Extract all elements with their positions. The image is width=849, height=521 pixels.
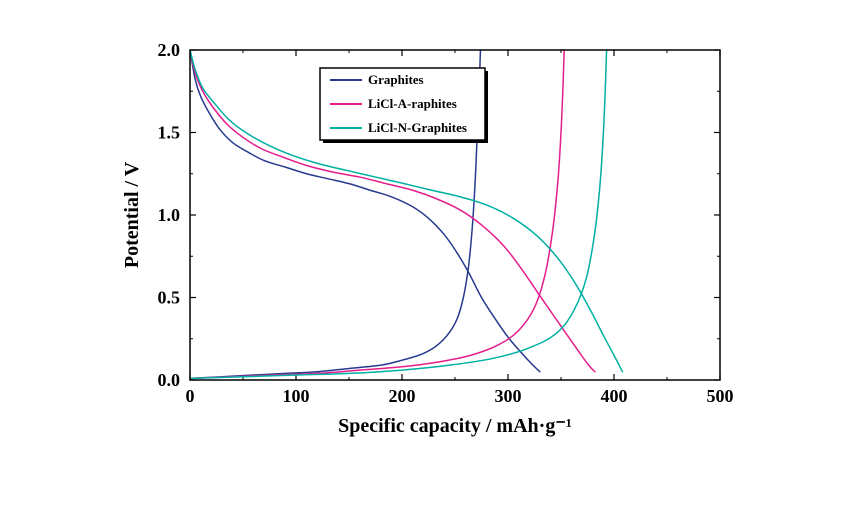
svg-text:LiCl-A-raphites: LiCl-A-raphites bbox=[368, 96, 457, 111]
svg-text:1.5: 1.5 bbox=[158, 123, 181, 143]
svg-text:Potential / V: Potential / V bbox=[121, 161, 143, 268]
svg-text:0.0: 0.0 bbox=[158, 370, 181, 390]
svg-text:1.0: 1.0 bbox=[158, 205, 181, 225]
svg-text:Graphites: Graphites bbox=[368, 72, 424, 87]
svg-text:300: 300 bbox=[495, 386, 522, 406]
svg-text:0.5: 0.5 bbox=[158, 288, 181, 308]
chart: 0 100 200 300 400 500 0.0 0.5 1.0 1.5 2.0 Specific … bbox=[120, 40, 740, 440]
svg-text:Specific capacity / mAh·g⁻¹: Specific capacity / mAh·g⁻¹ bbox=[338, 415, 572, 437]
svg-text:400: 400 bbox=[601, 386, 628, 406]
svg-text:100: 100 bbox=[283, 386, 310, 406]
svg-text:500: 500 bbox=[707, 386, 734, 406]
chart-svg: 0 100 200 300 400 500 0.0 0.5 1.0 1.5 2.0 Specific … bbox=[120, 40, 740, 440]
svg-text:0: 0 bbox=[186, 386, 195, 406]
svg-text:2.0: 2.0 bbox=[158, 40, 181, 60]
svg-text:LiCl-N-Graphites: LiCl-N-Graphites bbox=[368, 120, 467, 135]
svg-text:200: 200 bbox=[389, 386, 416, 406]
